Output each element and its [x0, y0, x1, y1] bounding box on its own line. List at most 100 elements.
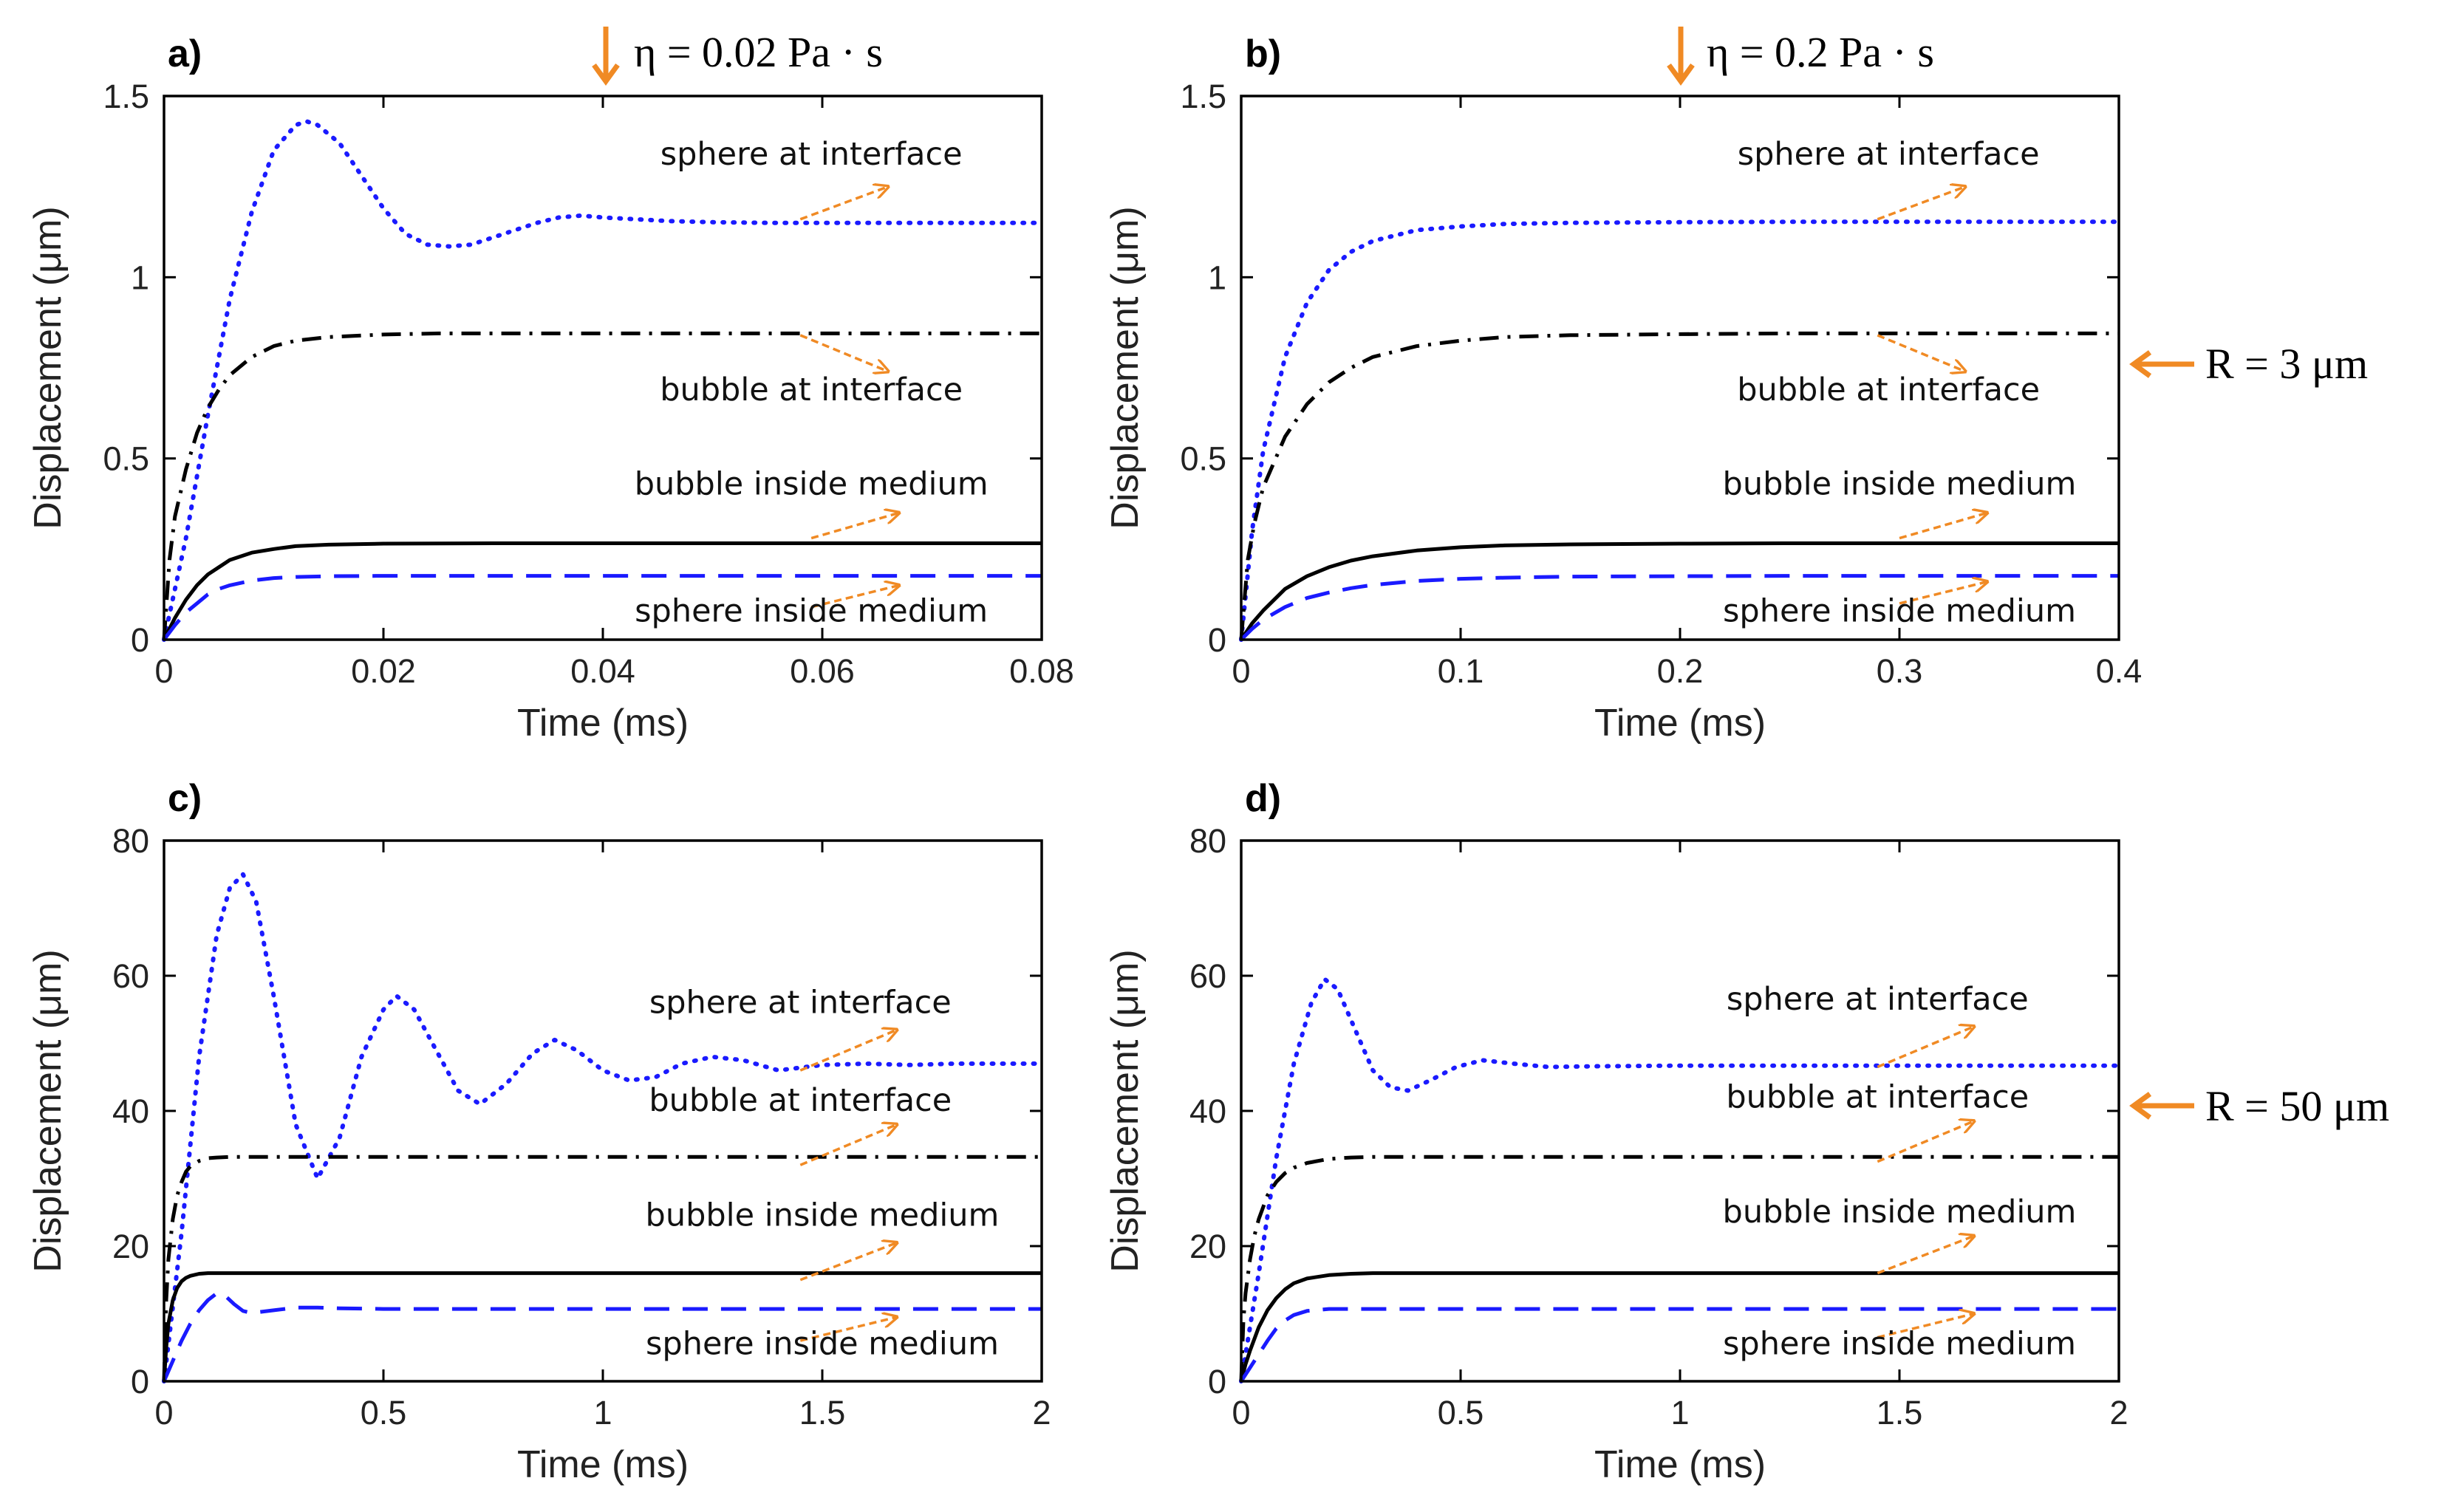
y-tick-label: 0.5: [103, 440, 149, 478]
x-tick-label: 0.04: [570, 652, 635, 690]
y-tick-label: 60: [1189, 957, 1226, 995]
x-tick-label: 1.5: [1877, 1394, 1923, 1431]
x-tick-label: 0.06: [790, 652, 855, 690]
radius-label-top: R = 3 μm: [2205, 340, 2368, 388]
series-line-bubble-at-interface: [1239, 331, 2119, 640]
x-tick-label: 0.08: [1009, 652, 1074, 690]
y-tick-label: 0: [131, 1363, 149, 1400]
panel-b: b) sphere at interface bubble at interface…: [1104, 33, 2142, 745]
y-tick-label: 1.5: [1180, 78, 1226, 115]
viscosity-label-b: η = 0.2 Pa · s: [1707, 28, 1934, 76]
x-tick-label: 1.5: [799, 1394, 846, 1431]
annotation-label: sphere inside medium: [1723, 592, 2076, 629]
left-arrow-head: [2129, 1092, 2152, 1120]
panel-label: d): [1245, 777, 1281, 820]
annotation-arrow: [810, 513, 899, 540]
y-tick-label: 0: [1208, 621, 1226, 659]
series-line-bubble-inside-medium: [1239, 541, 2119, 641]
annotation-arrow: [799, 1030, 897, 1072]
series-line-bubble-at-interface: [162, 1154, 1042, 1382]
series-line-sphere-inside-medium: [162, 1291, 1042, 1382]
x-tick-label: 1: [1670, 1394, 1689, 1431]
annotation-label: sphere inside medium: [1723, 1325, 2076, 1362]
y-tick-label: 1.5: [103, 78, 149, 115]
y-tick-label: 0: [1208, 1363, 1226, 1400]
series-line-bubble-at-interface: [162, 331, 1042, 640]
annotation-arrow: [799, 334, 888, 372]
x-tick-label: 0: [154, 1394, 173, 1431]
annotation-label: bubble at interface: [1726, 1078, 2029, 1115]
x-axis-label: Time (ms): [517, 702, 689, 745]
panel-a: a) sphere at interface bubble at interface…: [27, 33, 1074, 745]
y-tick-label: 20: [1189, 1228, 1226, 1265]
viscosity-annotation-b: η = 0.2 Pa · s: [1667, 27, 1934, 86]
panel-label: c): [168, 777, 202, 820]
annotation-arrow: [810, 585, 899, 609]
annotation-arrow: [1899, 581, 1987, 605]
viscosity-label-a: η = 0.02 Pa · s: [634, 28, 883, 76]
x-tick-label: 0: [1232, 652, 1250, 690]
annotation-label: sphere at interface: [1727, 981, 2029, 1018]
down-arrow-head: [1667, 63, 1695, 86]
y-tick-label: 1: [1208, 259, 1226, 296]
series-line-sphere-at-interface: [162, 119, 1044, 642]
radius-annotation-top: R = 3 μm: [2129, 340, 2368, 388]
x-tick-label: 0.4: [2096, 652, 2143, 690]
series-line-sphere-at-interface: [1239, 219, 2121, 642]
annotation-label: bubble inside medium: [646, 1197, 1000, 1234]
panel-c: c) sphere at interface bubble at interface…: [27, 777, 1051, 1486]
annotation-arrow: [799, 1317, 897, 1342]
x-tick-label: 2: [2109, 1394, 2128, 1431]
x-tick-label: 0.3: [1877, 652, 1923, 690]
y-tick-label: 60: [112, 957, 149, 995]
series-line-sphere-inside-medium: [163, 574, 1042, 641]
annotation-label: bubble at interface: [1737, 372, 2040, 408]
x-axis-label: Time (ms): [1594, 702, 1766, 745]
radius-annotation-bottom: R = 50 μm: [2129, 1082, 2389, 1130]
x-tick-label: 2: [1032, 1394, 1051, 1431]
series-line-sphere-inside-medium: [1239, 1307, 2119, 1383]
annotation-label: bubble inside medium: [1723, 1194, 2077, 1231]
annotation-arrow: [799, 187, 888, 221]
x-tick-label: 1: [593, 1394, 612, 1431]
panel-label: b): [1245, 33, 1281, 75]
x-tick-label: 0.02: [351, 652, 416, 690]
y-tick-label: 40: [112, 1092, 149, 1130]
x-tick-label: 0.2: [1657, 652, 1704, 690]
y-axis-label: Displacement (μm): [1104, 949, 1147, 1272]
y-axis-label: Displacement (μm): [1104, 206, 1147, 529]
series-line-sphere-at-interface: [162, 872, 1044, 1383]
annotation-arrow: [1877, 1314, 1974, 1339]
annotation-arrow: [799, 1124, 897, 1166]
annotation-arrow: [1899, 513, 1987, 540]
annotation-arrow: [1877, 1121, 1974, 1163]
series-line-bubble-inside-medium: [162, 541, 1042, 641]
y-axis-label: Displacement (μm): [27, 949, 69, 1272]
annotation-label: bubble inside medium: [635, 466, 989, 503]
annotation-arrow: [1877, 187, 1965, 221]
x-tick-label: 0.5: [1438, 1394, 1484, 1431]
y-tick-label: 80: [1189, 822, 1226, 860]
down-arrow-head: [592, 63, 620, 86]
annotation-label: sphere inside medium: [635, 592, 988, 629]
x-tick-label: 0.1: [1438, 652, 1484, 690]
y-tick-label: 0.5: [1180, 440, 1226, 478]
annotation-arrow: [1877, 1236, 1974, 1275]
annotation-arrow: [1877, 1027, 1974, 1069]
series-line-sphere-inside-medium: [1240, 574, 2119, 641]
series-line-bubble-inside-medium: [1239, 1271, 2119, 1382]
x-axis-label: Time (ms): [517, 1443, 689, 1486]
left-arrow-head: [2129, 350, 2152, 378]
x-axis-label: Time (ms): [1594, 1443, 1766, 1486]
annotation-label: sphere at interface: [660, 136, 963, 173]
panel-label: a): [168, 33, 202, 75]
x-tick-label: 0.5: [361, 1394, 407, 1431]
annotation-label: sphere at interface: [649, 984, 952, 1021]
series-line-bubble-at-interface: [1239, 1154, 2119, 1382]
y-axis-label: Displacement (μm): [27, 206, 69, 529]
y-tick-label: 0: [131, 621, 149, 659]
annotation-label: bubble inside medium: [1723, 466, 2077, 503]
series-line-bubble-inside-medium: [162, 1271, 1042, 1382]
panel-d: d) sphere at interface bubble at interface…: [1104, 777, 2128, 1486]
